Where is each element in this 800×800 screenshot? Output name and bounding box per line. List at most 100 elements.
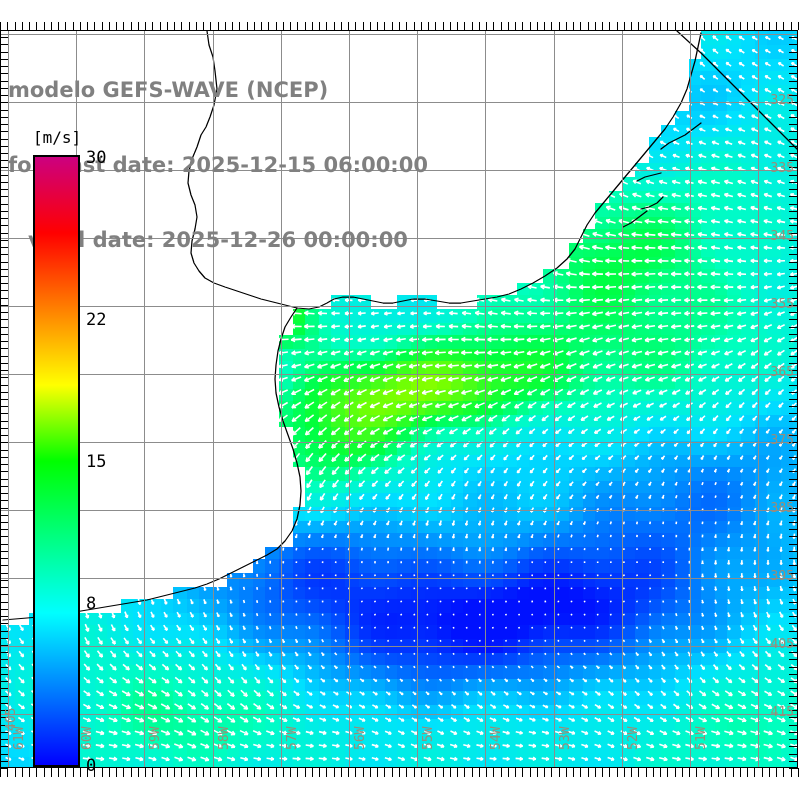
axis-tick	[355, 22, 357, 30]
axis-tick	[0, 753, 8, 755]
axis-tick	[789, 673, 798, 675]
gridline-meridian	[690, 31, 691, 767]
axis-tick	[789, 341, 798, 343]
axis-tick	[319, 22, 321, 30]
axis-tick	[181, 768, 183, 777]
axis-tick	[789, 659, 798, 661]
axis-tick	[0, 558, 8, 560]
axis-tick	[623, 22, 625, 30]
gridline-parallel	[1, 578, 797, 579]
axis-tick	[529, 22, 531, 30]
axis-tick	[789, 558, 798, 560]
axis-tick	[667, 768, 669, 777]
axis-tick	[457, 768, 459, 777]
title-forecast-date: forecast date: 2025-12-15 06:00:00	[8, 153, 428, 177]
axis-tick	[594, 22, 596, 30]
axis-tick	[0, 319, 8, 321]
axis-tick	[0, 594, 8, 596]
axis-label-bottom-55W: 55W	[421, 726, 437, 750]
axis-tick	[0, 95, 8, 97]
axis-tick	[435, 22, 437, 30]
gridline-parallel	[1, 442, 797, 443]
axis-tick	[391, 22, 393, 30]
axis-tick	[789, 529, 798, 531]
axis-tick	[789, 370, 798, 372]
axis-tick	[224, 22, 226, 30]
axis-tick	[261, 768, 263, 777]
axis-tick	[123, 22, 125, 30]
axis-tick	[493, 768, 495, 777]
axis-tick	[507, 768, 509, 777]
gridline-parallel	[1, 510, 797, 511]
axis-tick	[0, 348, 8, 350]
axis-tick	[789, 645, 798, 646]
axis-tick	[732, 22, 734, 30]
axis-tick	[282, 768, 284, 777]
axis-tick	[50, 22, 52, 30]
axis-tick	[464, 22, 466, 30]
axis-tick	[369, 22, 371, 30]
axis-tick	[789, 124, 798, 126]
axis-tick	[789, 724, 798, 726]
axis-tick	[776, 22, 778, 30]
axis-tick	[145, 768, 147, 777]
axis-tick	[580, 768, 582, 777]
bottom-tick-ruler	[0, 768, 799, 778]
axis-tick	[789, 362, 798, 364]
axis-tick	[616, 22, 618, 30]
axis-tick	[232, 22, 234, 30]
axis-tick	[789, 543, 798, 545]
axis-tick	[435, 768, 437, 777]
axis-tick	[789, 73, 798, 75]
axis-tick	[536, 768, 538, 777]
axis-tick	[0, 485, 8, 487]
axis-tick	[0, 51, 8, 53]
axis-tick	[789, 579, 798, 581]
axis-tick	[369, 768, 371, 777]
axis-tick	[0, 565, 8, 567]
axis-tick	[326, 22, 328, 30]
axis-tick	[789, 666, 798, 668]
gridline-parallel	[1, 374, 797, 375]
axis-tick	[14, 22, 16, 30]
axis-tick	[29, 22, 31, 30]
axis-tick	[152, 768, 154, 777]
axis-tick	[674, 768, 676, 777]
axis-tick	[195, 768, 197, 777]
axis-tick	[159, 768, 161, 777]
axis-tick	[587, 768, 589, 777]
axis-tick	[471, 22, 473, 30]
axis-tick	[275, 22, 277, 30]
axis-tick	[789, 283, 798, 285]
gridline-parallel	[1, 714, 797, 715]
axis-tick	[789, 435, 798, 437]
gridline-parallel	[1, 646, 797, 647]
axis-tick	[0, 37, 8, 39]
axis-tick	[558, 768, 560, 777]
axis-tick	[789, 710, 798, 712]
axis-tick	[623, 768, 625, 777]
gridline-parallel	[1, 102, 797, 103]
axis-tick	[602, 22, 604, 30]
axis-tick	[65, 22, 67, 30]
axis-tick	[789, 587, 798, 589]
axis-tick	[0, 514, 8, 516]
axis-tick	[0, 630, 8, 632]
axis-tick	[710, 22, 712, 30]
axis-tick	[108, 768, 110, 777]
axis-tick	[246, 768, 248, 777]
axis-tick	[0, 710, 8, 712]
axis-tick	[789, 290, 798, 292]
axis-tick	[137, 768, 139, 777]
axis-tick	[188, 768, 190, 777]
axis-tick	[789, 594, 798, 596]
axis-tick	[522, 22, 524, 30]
gridline-parallel	[1, 306, 797, 307]
axis-tick	[789, 196, 798, 198]
axis-label-bottom-56W: 56W	[353, 726, 368, 750]
axis-tick	[217, 768, 219, 777]
axis-tick	[789, 116, 798, 118]
axis-tick	[108, 22, 110, 30]
axis-tick	[0, 58, 8, 60]
axis-tick	[0, 22, 1, 30]
